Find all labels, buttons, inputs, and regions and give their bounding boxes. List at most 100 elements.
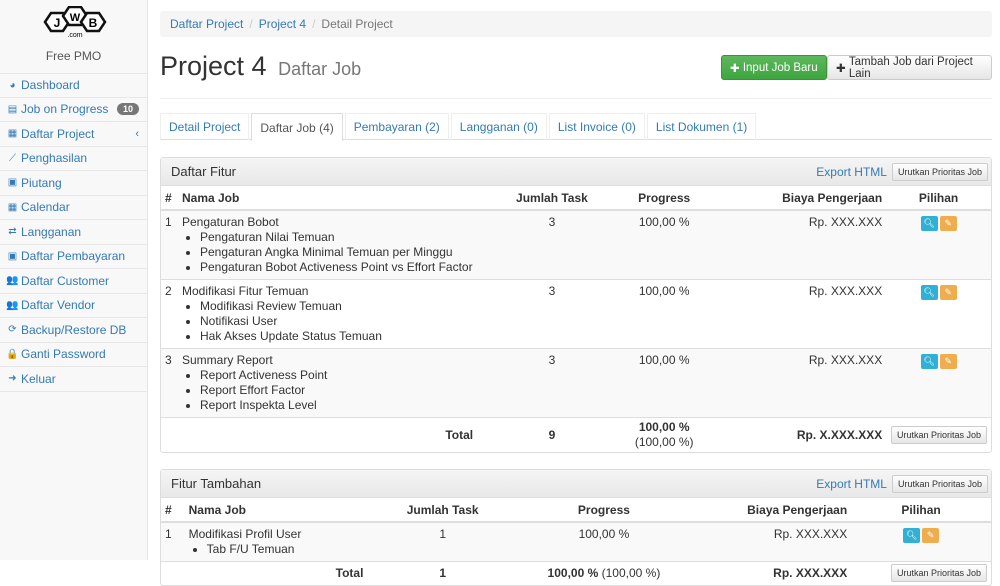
row-number: 3 xyxy=(161,348,178,418)
button-label: Input Job Baru xyxy=(742,61,818,74)
table-row: 1 Modifikasi Profil UserTab F/U Temuan 1… xyxy=(161,521,991,562)
dashboard-icon: ◕ xyxy=(9,79,16,91)
sidebar-item-dashboard[interactable]: ◕ Dashboard xyxy=(0,73,147,98)
tambah-job-button[interactable]: ✚ Tambah Job dari Project Lain xyxy=(827,55,992,80)
svg-text:W: W xyxy=(69,12,80,24)
tab-list-dokumen[interactable]: List Dokumen (1) xyxy=(646,113,757,140)
column-header: Nama Job xyxy=(184,498,368,523)
sidebar-item-label: Daftar Vendor xyxy=(21,298,96,313)
sidebar-item-backup-restore-db[interactable]: ⟳ Backup/Restore DB xyxy=(0,318,147,343)
column-header: Progress xyxy=(626,186,702,211)
job-name: Modifikasi Profil User xyxy=(188,527,302,541)
total-progress: 100,00 % xyxy=(638,420,690,434)
panel-heading: Daftar Fitur Export HTML Urutkan Priorita… xyxy=(161,158,991,186)
panel-title: Fitur Tambahan xyxy=(171,476,262,491)
task-item: Pengaturan Bobot Activeness Point vs Eff… xyxy=(200,260,473,275)
input-job-baru-button[interactable]: ✚ Input Job Baru xyxy=(721,55,827,80)
sidebar: J W B .com Free PMO ◕ Dashboard ▤ Job on Pr… xyxy=(0,0,148,560)
sidebar-item-label: Daftar Customer xyxy=(21,273,110,288)
tasks-icon: ▤ xyxy=(7,103,18,115)
search-icon[interactable]: 🔍︎ xyxy=(903,528,921,543)
sidebar-item-label: Daftar Project xyxy=(21,126,95,141)
table-row: 1 Pengaturan BobotPengaturan Nilai Temua… xyxy=(161,209,991,280)
progress: 100,00 % xyxy=(626,279,702,349)
sidebar-item-daftar-customer[interactable]: 👥 Daftar Customer xyxy=(0,269,147,294)
page-subtitle: Daftar Job xyxy=(278,59,362,79)
page-title: Project 4 Daftar Job xyxy=(160,51,361,82)
sidebar-item-ganti-password[interactable]: 🔒 Ganti Password xyxy=(0,343,147,367)
chevron-left-icon[interactable]: ‹ xyxy=(135,127,139,140)
sort-priority-button[interactable]: Urutkan Prioritas Job xyxy=(890,426,987,444)
task-list: Tab F/U Temuan xyxy=(207,542,364,557)
sort-priority-button[interactable]: Urutkan Prioritas Job xyxy=(891,474,988,493)
sidebar-item-label: Keluar xyxy=(21,371,56,386)
sidebar-item-daftar-pembayaran[interactable]: ▣ Daftar Pembayaran xyxy=(0,245,147,269)
sort-priority-button[interactable]: Urutkan Prioritas Job xyxy=(890,564,987,583)
table-row: 2 Modifikasi Fitur TemuanModifikasi Revi… xyxy=(161,279,991,349)
total-cost: Rp. XXX.XXX xyxy=(689,561,852,585)
progress: 100,00 % xyxy=(626,209,702,280)
sort-priority-button[interactable]: Urutkan Prioritas Job xyxy=(891,162,988,181)
edit-icon[interactable]: ✎ xyxy=(939,285,957,300)
sidebar-item-label: Dashboard xyxy=(21,78,80,93)
tab-daftar-job[interactable]: Daftar Job (4) xyxy=(251,113,343,141)
job-cell: Pengaturan BobotPengaturan Nilai TemuanP… xyxy=(177,209,478,280)
tab-pembayaran[interactable]: Pembayaran (2) xyxy=(344,113,449,140)
search-icon[interactable]: 🔍︎ xyxy=(920,216,938,231)
breadcrumb-project-4[interactable]: Project 4 xyxy=(258,17,307,31)
job-table: # Nama Job Jumlah Task Progress Biaya Penger… xyxy=(161,498,991,585)
sidebar-item-label: Job on Progress xyxy=(21,102,109,117)
breadcrumb-daftar-project[interactable]: Daftar Project xyxy=(170,17,244,31)
edit-icon[interactable]: ✎ xyxy=(939,354,957,369)
svg-text:.com: .com xyxy=(67,32,82,39)
sidebar-item-piutang[interactable]: ▣ Piutang xyxy=(0,171,147,196)
svg-text:J: J xyxy=(53,16,60,30)
job-cell: Modifikasi Fitur TemuanModifikasi Review… xyxy=(177,279,478,349)
total-row: Total 1 100,00 % (100,00 %) Rp. XXX.XXX … xyxy=(161,561,991,585)
cost: Rp. XXX.XXX xyxy=(689,521,852,562)
panel-title: Daftar Fitur xyxy=(171,164,237,179)
tab-list-invoice[interactable]: List Invoice (0) xyxy=(548,113,645,140)
users-icon: 👥 xyxy=(6,275,19,287)
search-icon[interactable]: 🔍︎ xyxy=(920,354,938,369)
sidebar-item-keluar[interactable]: ➜ Keluar xyxy=(0,367,147,392)
app-subtitle: Free PMO xyxy=(45,49,102,63)
cost: Rp. XXX.XXX xyxy=(701,348,887,418)
lock-icon: 🔒 xyxy=(6,348,19,360)
panel-daftar-fitur: Daftar Fitur Export HTML Urutkan Priorita… xyxy=(160,157,992,453)
sidebar-item-label: Calendar xyxy=(21,200,70,215)
users-icon: 👥 xyxy=(6,299,19,311)
sidebar-item-penghasilan[interactable]: ⟋ Penghasilan xyxy=(0,147,147,171)
task-count: 3 xyxy=(477,209,627,280)
tab-detail-project[interactable]: Detail Project xyxy=(160,113,250,140)
column-header: # xyxy=(161,498,185,523)
task-count: 1 xyxy=(367,521,518,562)
column-header: Pilihan xyxy=(886,186,991,211)
retweet-icon: ⇄ xyxy=(8,226,17,238)
edit-icon[interactable]: ✎ xyxy=(939,216,957,231)
search-icon[interactable]: 🔍︎ xyxy=(920,285,938,300)
total-label: Total xyxy=(184,561,368,585)
sidebar-item-job-on-progress[interactable]: ▤ Job on Progress 10 xyxy=(0,98,147,122)
tab-langganan[interactable]: Langganan (0) xyxy=(450,113,547,140)
task-item: Pengaturan Angka Minimal Temuan per Ming… xyxy=(200,245,473,260)
job-name: Pengaturan Bobot xyxy=(181,215,279,229)
sidebar-item-langganan[interactable]: ⇄ Langganan xyxy=(0,220,147,245)
edit-icon[interactable]: ✎ xyxy=(922,528,940,543)
line-chart-icon: ⟋ xyxy=(9,152,16,164)
task-item: Tab F/U Temuan xyxy=(207,542,364,557)
money-icon: ▣ xyxy=(7,177,18,189)
progress: 100,00 % xyxy=(517,521,690,562)
plus-icon: ✚ xyxy=(836,62,849,75)
logo[interactable]: J W B .com Free PMO xyxy=(0,0,147,73)
sidebar-item-daftar-vendor[interactable]: 👥 Daftar Vendor xyxy=(0,294,147,318)
panel-heading: Fitur Tambahan Export HTML Urutkan Priori… xyxy=(161,470,991,498)
column-header: Nama Job xyxy=(177,186,478,211)
export-html-link[interactable]: Export HTML xyxy=(816,164,887,179)
sidebar-item-calendar[interactable]: ▦ Calendar xyxy=(0,196,147,220)
export-html-link[interactable]: Export HTML xyxy=(816,476,887,491)
sidebar-item-daftar-project[interactable]: ▦ Daftar Project ‹ xyxy=(0,122,147,147)
task-item: Notifikasi User xyxy=(200,314,473,329)
job-name: Modifikasi Fitur Temuan xyxy=(181,284,309,298)
project-title: Project 4 xyxy=(160,51,267,81)
